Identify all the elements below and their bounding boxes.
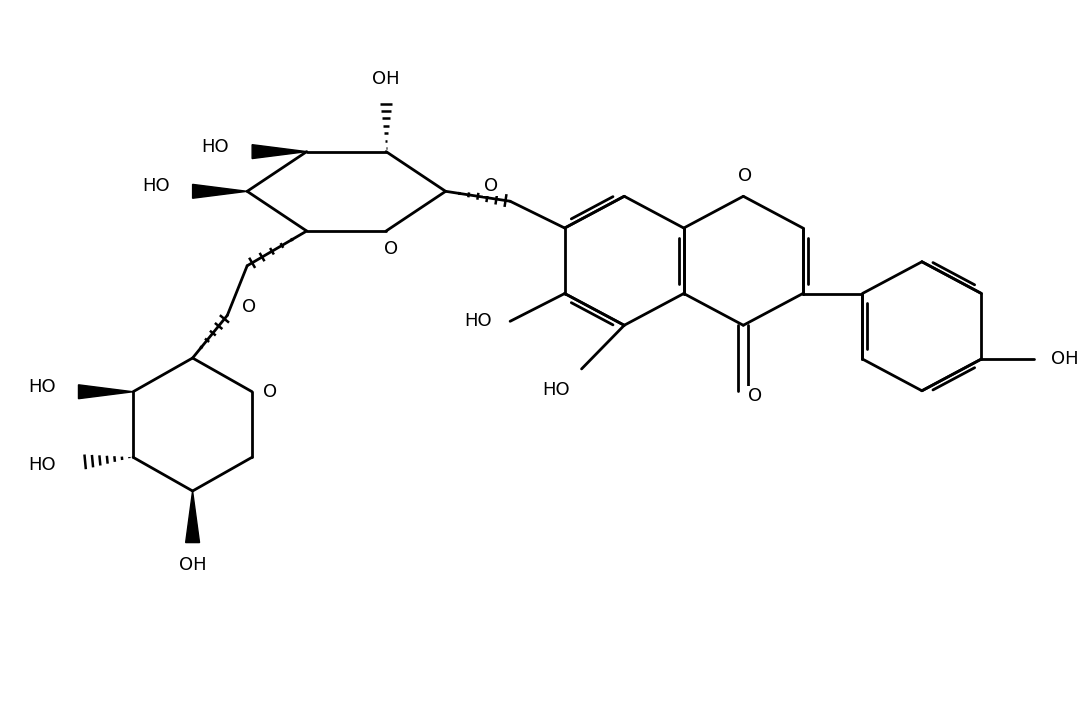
Text: O: O <box>242 298 257 316</box>
Text: HO: HO <box>142 177 170 195</box>
Polygon shape <box>252 145 307 158</box>
Polygon shape <box>192 184 247 198</box>
Text: O: O <box>384 240 398 258</box>
Text: HO: HO <box>542 381 570 399</box>
Text: OH: OH <box>372 70 400 88</box>
Text: HO: HO <box>464 312 492 330</box>
Text: O: O <box>263 383 277 401</box>
Polygon shape <box>78 384 133 399</box>
Text: OH: OH <box>178 557 207 575</box>
Text: HO: HO <box>28 456 55 474</box>
Text: OH: OH <box>1051 350 1078 368</box>
Text: HO: HO <box>28 378 55 396</box>
Text: O: O <box>748 387 762 405</box>
Text: HO: HO <box>202 138 229 156</box>
Polygon shape <box>186 491 200 543</box>
Text: O: O <box>484 177 498 195</box>
Text: O: O <box>738 168 752 186</box>
